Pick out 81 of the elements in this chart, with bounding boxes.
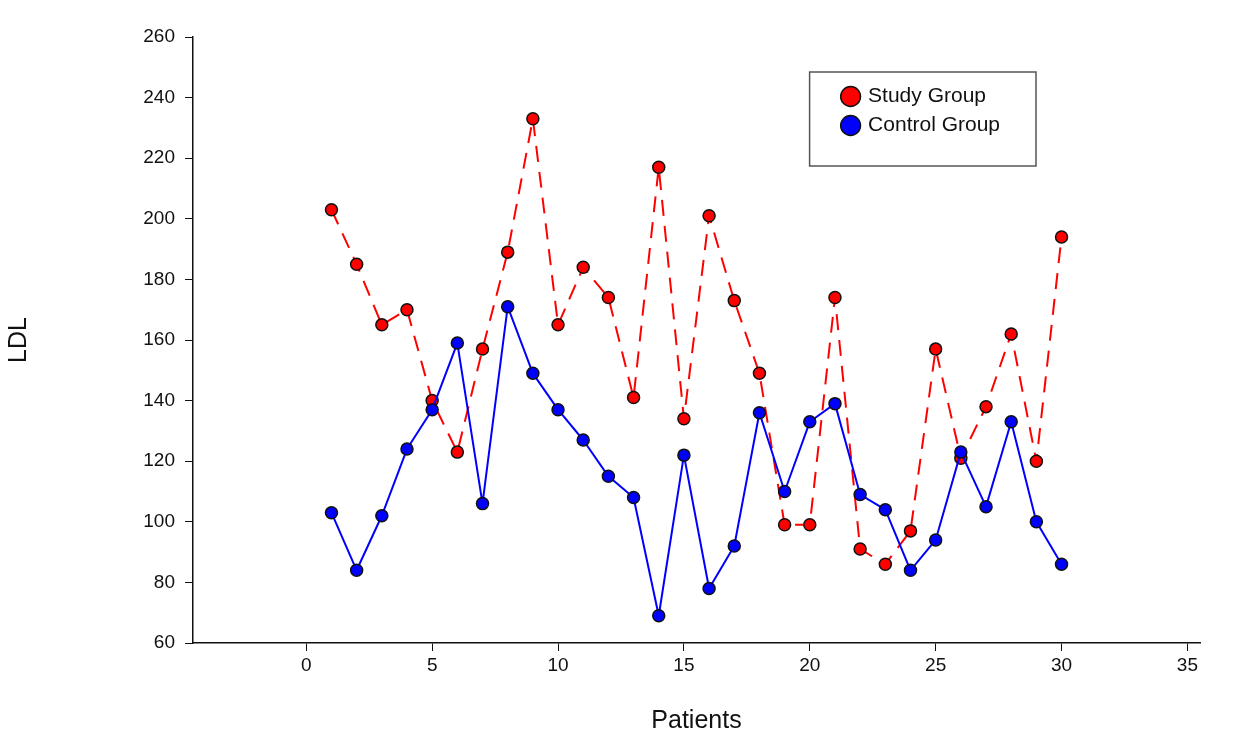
- point: [626, 390, 641, 405]
- point: [928, 533, 943, 547]
- point: [500, 299, 515, 314]
- point: [349, 257, 364, 271]
- point: [551, 402, 565, 417]
- point: [1029, 454, 1044, 468]
- point: [651, 160, 666, 175]
- legend-label: Control Group: [868, 112, 1001, 136]
- point: [601, 469, 616, 484]
- point: [450, 336, 465, 350]
- point: [375, 508, 389, 523]
- y-tick-label: 140: [143, 388, 175, 410]
- point: [375, 318, 389, 332]
- y-tick-label: 220: [143, 146, 175, 168]
- point: [677, 448, 691, 462]
- point: [1054, 230, 1069, 244]
- point: [903, 524, 918, 538]
- point: [400, 302, 414, 317]
- y-axis-title: LDL: [2, 316, 31, 363]
- y-tick-label: 260: [143, 25, 175, 47]
- point: [954, 445, 968, 459]
- point: [979, 399, 993, 414]
- point: [475, 342, 490, 356]
- point: [803, 518, 817, 532]
- point: [526, 366, 540, 381]
- y-tick-label: 100: [143, 510, 175, 532]
- point: [400, 442, 414, 456]
- point: [752, 405, 767, 420]
- x-tick-label: 0: [301, 653, 312, 675]
- point: [576, 260, 590, 275]
- point: [1029, 515, 1044, 529]
- y-tick-label: 240: [143, 85, 175, 107]
- point: [1004, 415, 1018, 429]
- point: [903, 563, 918, 578]
- point: [803, 415, 817, 429]
- point: [425, 402, 439, 417]
- point: [324, 505, 339, 520]
- point: [853, 487, 867, 502]
- x-tick-label: 35: [1176, 653, 1198, 675]
- point: [324, 202, 339, 217]
- legend-label: Study Group: [868, 83, 987, 107]
- point: [853, 542, 867, 556]
- point: [601, 290, 616, 305]
- y-tick-label: 180: [143, 267, 175, 289]
- point: [475, 496, 490, 511]
- point: [677, 412, 691, 426]
- point: [777, 484, 792, 499]
- point: [626, 490, 641, 505]
- x-tick-label: 30: [1050, 653, 1073, 675]
- x-tick-label: 15: [673, 653, 695, 675]
- point: [651, 608, 666, 623]
- point: [828, 396, 842, 411]
- y-tick-label: 80: [153, 570, 175, 592]
- y-tick-label: 120: [143, 449, 175, 471]
- point: [450, 445, 465, 459]
- point: [526, 112, 540, 126]
- x-tick-label: 10: [547, 653, 569, 675]
- y-tick-label: 60: [153, 631, 175, 653]
- point: [500, 245, 515, 259]
- y-tick-label: 160: [143, 328, 175, 350]
- point: [979, 499, 993, 514]
- x-tick-label: 25: [925, 653, 947, 675]
- point: [878, 557, 893, 571]
- x-axis-title: Patients: [651, 704, 742, 733]
- point: [702, 209, 716, 223]
- point: [702, 581, 716, 596]
- x-tick-label: 20: [799, 653, 821, 675]
- point: [878, 502, 893, 517]
- point: [349, 563, 364, 578]
- point: [928, 342, 943, 356]
- y-tick-label: 200: [143, 207, 175, 229]
- point: [752, 366, 767, 381]
- point: [1054, 557, 1069, 571]
- point: [777, 518, 792, 532]
- point: [576, 433, 590, 447]
- point: [828, 290, 842, 305]
- x-tick-label: 5: [426, 653, 438, 675]
- point: [727, 293, 742, 308]
- point: [551, 318, 565, 332]
- point: [1004, 327, 1018, 341]
- point: [727, 539, 742, 553]
